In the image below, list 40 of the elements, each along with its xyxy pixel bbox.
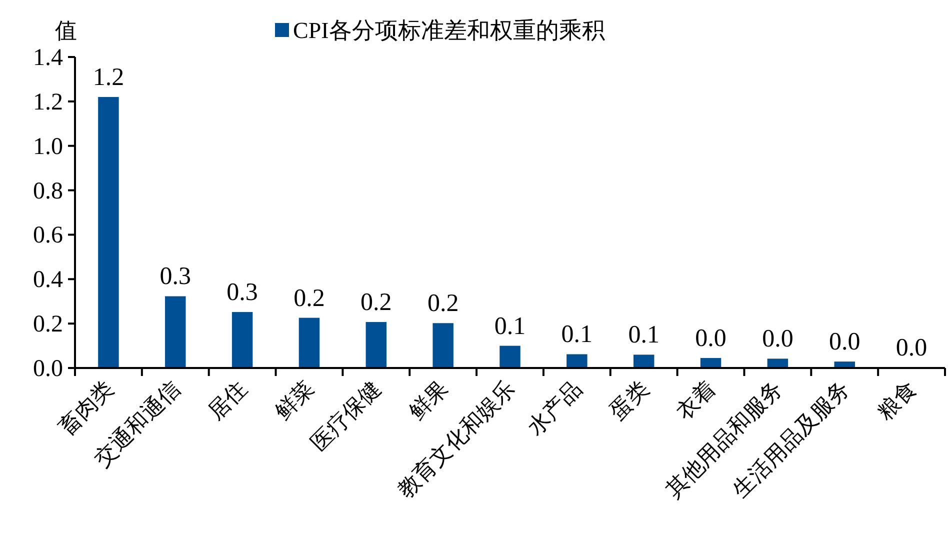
bar (767, 358, 788, 368)
data-label: 0.2 (427, 290, 459, 318)
y-tick-label: 1.2 (33, 89, 63, 116)
data-label: 0.1 (494, 312, 526, 340)
x-tick-label: 粮食 (872, 376, 922, 425)
data-label: 0.0 (695, 325, 726, 352)
data-label: 1.2 (92, 64, 124, 91)
x-tick-label: 居住 (203, 376, 252, 425)
x-tick-label: 鲜菜 (270, 376, 319, 425)
x-tick-label: 衣着 (672, 376, 720, 425)
x-tick-label: 蛋类 (604, 376, 654, 425)
data-label: 0.0 (762, 326, 794, 353)
bar (298, 318, 320, 368)
y-axis-title: 值 (55, 18, 77, 43)
bar (165, 296, 186, 368)
data-label: 0.1 (628, 322, 660, 349)
data-label: 0.2 (360, 289, 392, 316)
bar (432, 323, 454, 368)
y-tick-label: 0.6 (33, 222, 63, 249)
data-label: 0.1 (561, 321, 593, 348)
data-label: 0.0 (828, 328, 860, 356)
data-label: 0.0 (896, 334, 928, 362)
bar (500, 346, 520, 368)
bar (98, 96, 119, 368)
legend-label: CPI各分项标准差和权重的乘积 (293, 18, 605, 43)
y-tick-label: 1.0 (33, 134, 63, 160)
data-label: 0.3 (226, 279, 258, 306)
bar (633, 354, 654, 368)
bar (366, 322, 387, 368)
data-label: 0.3 (160, 263, 192, 290)
y-tick-label: 1.4 (33, 45, 63, 71)
y-tick-label: 0.0 (33, 356, 63, 382)
data-label: 0.2 (294, 284, 325, 312)
y-tick-label: 0.8 (33, 178, 63, 204)
y-tick-label: 0.2 (33, 312, 63, 338)
x-tick-label: 鲜果 (404, 376, 453, 425)
y-tick-label: 0.4 (33, 267, 63, 294)
x-tick-label: 水产品 (522, 376, 586, 440)
bar (232, 312, 253, 368)
bar (566, 354, 588, 368)
